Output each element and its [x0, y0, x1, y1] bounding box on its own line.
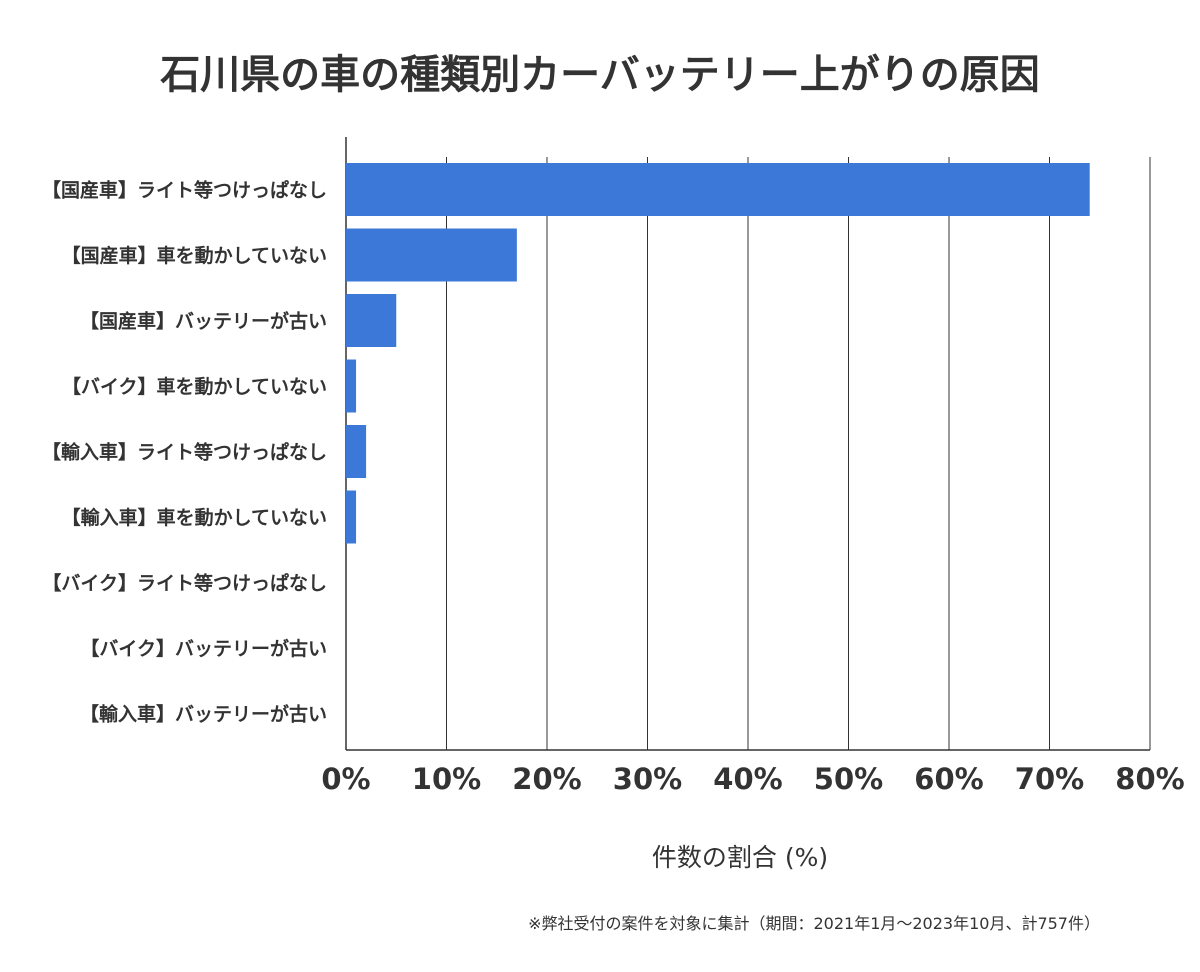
- category-label: 【バイク】車を動かしていない: [62, 375, 327, 398]
- category-label: 【バイク】ライト等つけっぱなし: [42, 572, 327, 595]
- footnote: ※弊社受付の案件を対象に集計（期間：2021年1月～2023年10月、計757件…: [528, 914, 1100, 933]
- category-label: 【輸入車】バッテリーが古い: [80, 703, 327, 726]
- chart-title: 石川県の車の種類別カーバッテリー上がりの原因: [160, 52, 1040, 98]
- bar-3: [346, 359, 357, 413]
- x-tick-label: 80%: [1115, 762, 1184, 796]
- category-label-layer: 【国産車】ライト等つけっぱなし【国産車】車を動かしていない【国産車】バッテリーが…: [42, 179, 327, 726]
- bar-layer: [346, 163, 1090, 544]
- bar-4: [346, 425, 367, 478]
- x-axis-title: 件数の割合 (%): [652, 843, 828, 872]
- x-tick-label: 20%: [512, 762, 581, 796]
- category-label: 【バイク】バッテリーが古い: [80, 637, 327, 660]
- bar-2: [346, 294, 397, 347]
- category-label: 【輸入車】車を動かしていない: [62, 506, 327, 529]
- category-label: 【輸入車】ライト等つけっぱなし: [42, 441, 327, 464]
- x-tick-label: 40%: [713, 762, 782, 796]
- x-tick-label: 10%: [412, 762, 481, 796]
- x-tick-label: 70%: [1015, 762, 1084, 796]
- bar-5: [346, 490, 357, 544]
- x-tick-label: 60%: [914, 762, 983, 796]
- category-label: 【国産車】車を動かしていない: [62, 244, 327, 267]
- category-label: 【国産車】バッテリーが古い: [80, 310, 327, 333]
- x-tick-label: 0%: [321, 762, 370, 796]
- x-tick-label: 30%: [613, 762, 682, 796]
- category-label: 【国産車】ライト等つけっぱなし: [42, 179, 327, 202]
- bar-0: [346, 163, 1090, 216]
- x-tick-label: 50%: [814, 762, 883, 796]
- bar-1: [346, 228, 517, 282]
- tick-label-layer: 0% 10% 20% 30% 40% 50% 60% 70% 80%: [321, 762, 1184, 796]
